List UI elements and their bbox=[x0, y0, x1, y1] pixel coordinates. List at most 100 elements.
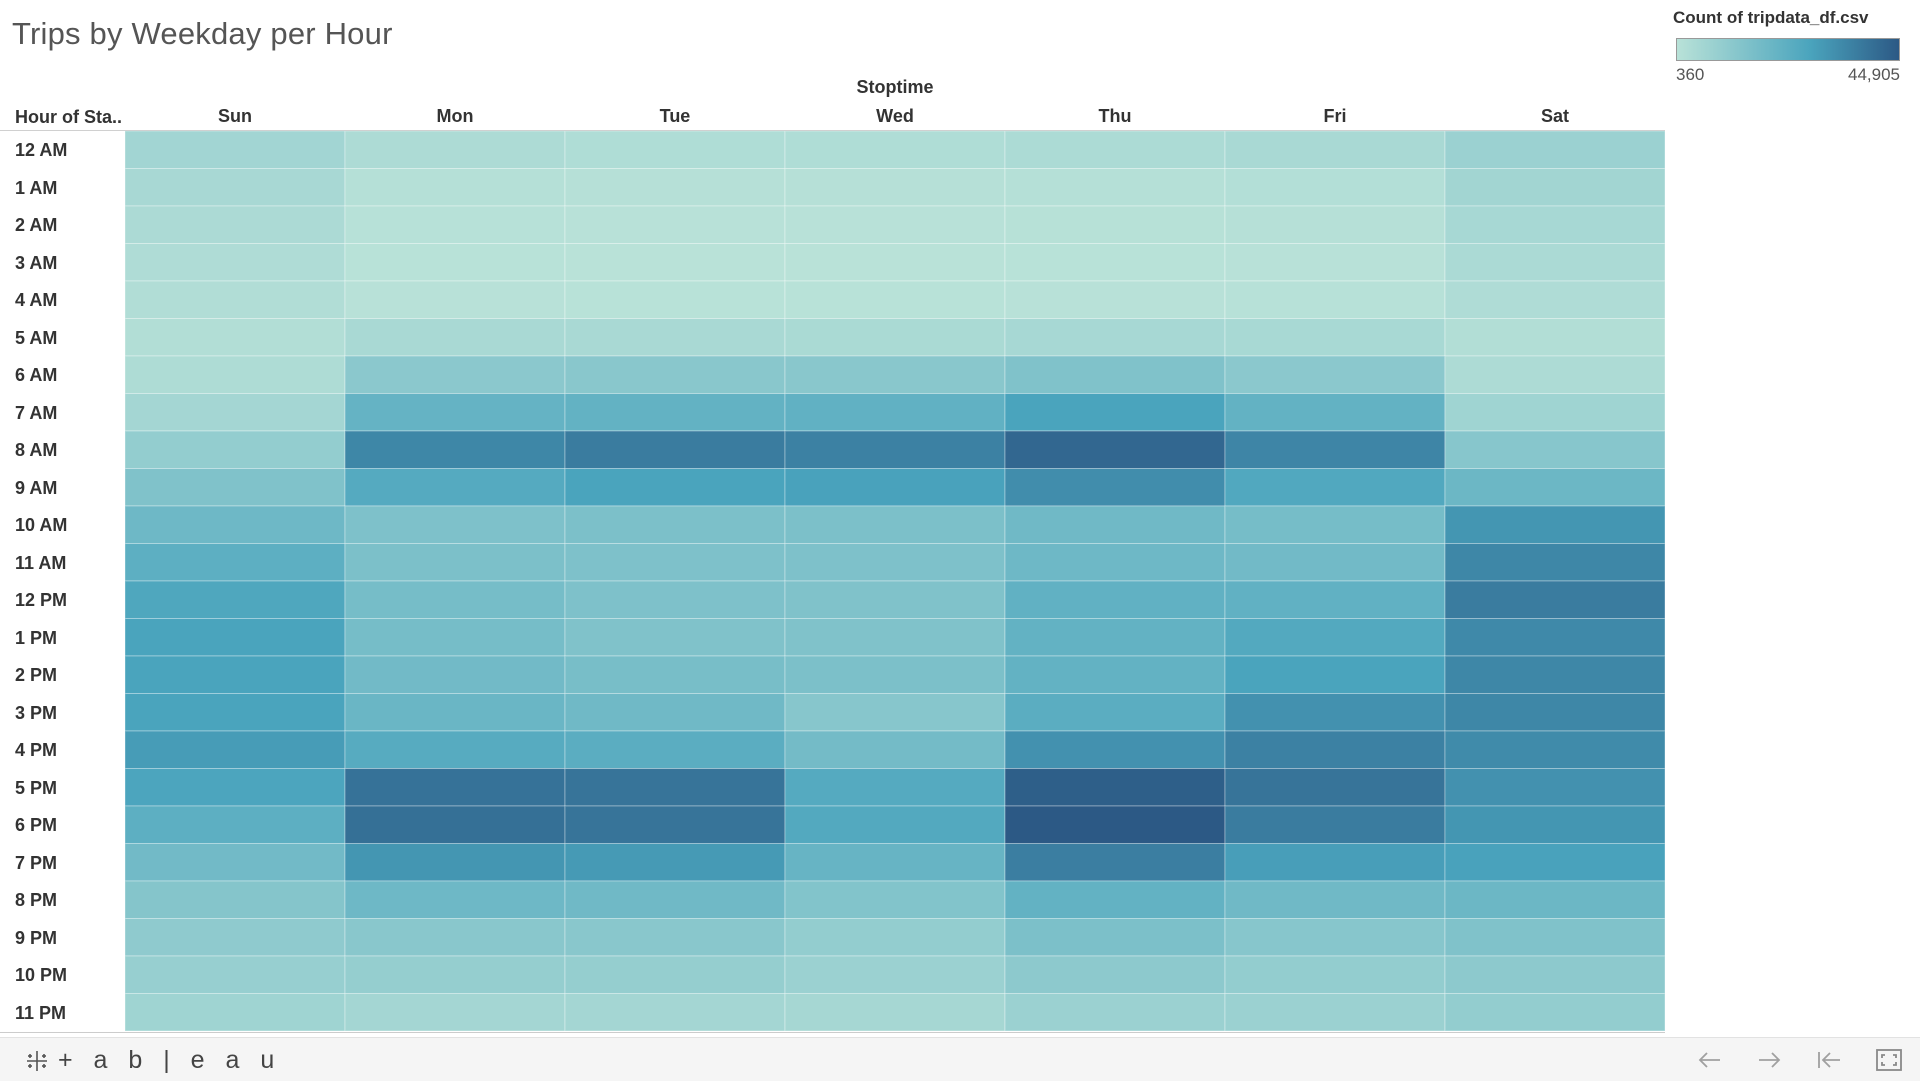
column-header-fri[interactable]: Fri bbox=[1323, 106, 1347, 126]
fullscreen-button[interactable] bbox=[1875, 1047, 1903, 1073]
heatmap-cell[interactable] bbox=[1444, 768, 1665, 807]
heatmap-cell[interactable] bbox=[344, 580, 566, 619]
row-label[interactable]: 11 PM bbox=[15, 1002, 67, 1023]
heatmap-cell[interactable] bbox=[125, 543, 346, 582]
heatmap-cell[interactable] bbox=[1444, 618, 1665, 657]
column-header-wed[interactable]: Wed bbox=[876, 106, 914, 126]
heatmap-cell[interactable] bbox=[1444, 843, 1665, 882]
heatmap-cell[interactable] bbox=[564, 505, 786, 544]
heatmap-cell[interactable] bbox=[1004, 993, 1226, 1032]
heatmap-cell[interactable] bbox=[1444, 993, 1665, 1032]
heatmap-cell[interactable] bbox=[564, 430, 786, 469]
heatmap-cell[interactable] bbox=[564, 843, 786, 882]
heatmap-cell[interactable] bbox=[784, 580, 1006, 619]
heatmap-cell[interactable] bbox=[1004, 693, 1226, 732]
heatmap-cell[interactable] bbox=[564, 805, 786, 844]
heatmap-cell[interactable] bbox=[344, 993, 566, 1032]
heatmap-cell[interactable] bbox=[1004, 468, 1226, 507]
heatmap-cell[interactable] bbox=[1004, 430, 1226, 469]
row-label[interactable]: 7 AM bbox=[15, 402, 58, 423]
heatmap-cell[interactable] bbox=[784, 205, 1006, 244]
heatmap-cell[interactable] bbox=[1224, 505, 1446, 544]
heatmap-cell[interactable] bbox=[1444, 505, 1665, 544]
heatmap-cell[interactable] bbox=[1004, 505, 1226, 544]
heatmap-cell[interactable] bbox=[784, 693, 1006, 732]
row-label[interactable]: 4 PM bbox=[15, 740, 58, 760]
column-header-thu[interactable]: Thu bbox=[1098, 106, 1132, 126]
column-header-mon[interactable]: Mon bbox=[436, 106, 474, 126]
heatmap-cell[interactable] bbox=[564, 243, 786, 282]
heatmap-cell[interactable] bbox=[125, 468, 346, 507]
heatmap-cell[interactable] bbox=[784, 430, 1006, 469]
heatmap-cell[interactable] bbox=[1444, 355, 1665, 394]
heatmap-cell[interactable] bbox=[784, 618, 1006, 657]
heatmap-cell[interactable] bbox=[344, 205, 566, 244]
row-label[interactable]: 12 PM bbox=[15, 590, 68, 610]
heatmap-cell[interactable] bbox=[125, 205, 346, 244]
heatmap-cell[interactable] bbox=[125, 880, 346, 919]
heatmap-cell[interactable] bbox=[344, 955, 566, 994]
heatmap-cell[interactable] bbox=[784, 805, 1006, 844]
heatmap-cell[interactable] bbox=[1004, 393, 1226, 432]
heatmap-cell[interactable] bbox=[1004, 618, 1226, 657]
heatmap-cell[interactable] bbox=[1224, 768, 1446, 807]
heatmap-cell[interactable] bbox=[125, 955, 346, 994]
heatmap-cell[interactable] bbox=[1224, 205, 1446, 244]
row-label[interactable]: 10 PM bbox=[15, 965, 68, 985]
row-label[interactable]: 1 AM bbox=[15, 177, 58, 198]
heatmap-cell[interactable] bbox=[1224, 805, 1446, 844]
heatmap-cell[interactable] bbox=[344, 843, 566, 882]
heatmap-cell[interactable] bbox=[1004, 955, 1226, 994]
heatmap-cell[interactable] bbox=[564, 768, 786, 807]
row-label[interactable]: 1 PM bbox=[15, 627, 58, 648]
heatmap-cell[interactable] bbox=[1444, 580, 1665, 619]
heatmap-cell[interactable] bbox=[1224, 543, 1446, 582]
heatmap-cell[interactable] bbox=[125, 280, 346, 319]
heatmap-cell[interactable] bbox=[344, 505, 566, 544]
heatmap-cell[interactable] bbox=[1444, 805, 1665, 844]
heatmap-cell[interactable] bbox=[125, 768, 346, 807]
heatmap-cell[interactable] bbox=[1444, 543, 1665, 582]
heatmap-cell[interactable] bbox=[344, 393, 566, 432]
heatmap-cell[interactable] bbox=[1444, 918, 1665, 957]
heatmap-cell[interactable] bbox=[1004, 168, 1226, 207]
heatmap-cell[interactable] bbox=[784, 280, 1006, 319]
heatmap-cell[interactable] bbox=[125, 355, 346, 394]
heatmap-cell[interactable] bbox=[564, 205, 786, 244]
heatmap-cell[interactable] bbox=[344, 768, 566, 807]
row-label[interactable]: 6 PM bbox=[15, 815, 58, 835]
heatmap-cell[interactable] bbox=[344, 280, 566, 319]
redo-button[interactable] bbox=[1755, 1047, 1783, 1073]
row-label[interactable]: 10 AM bbox=[15, 515, 68, 535]
heatmap-cell[interactable] bbox=[125, 918, 346, 957]
column-header-sat[interactable]: Sat bbox=[1540, 106, 1569, 126]
heatmap-cell[interactable] bbox=[125, 131, 346, 169]
heatmap-cell[interactable] bbox=[784, 955, 1006, 994]
heatmap-cell[interactable] bbox=[564, 918, 786, 957]
heatmap-cell[interactable] bbox=[784, 468, 1006, 507]
heatmap-cell[interactable] bbox=[784, 730, 1006, 769]
heatmap-cell[interactable] bbox=[784, 393, 1006, 432]
row-label[interactable]: 9 PM bbox=[15, 927, 58, 948]
heatmap-cell[interactable] bbox=[1444, 730, 1665, 769]
heatmap-cell[interactable] bbox=[125, 430, 346, 469]
heatmap-cell[interactable] bbox=[564, 655, 786, 694]
heatmap-cell[interactable] bbox=[125, 318, 346, 357]
revert-button[interactable] bbox=[1815, 1047, 1843, 1073]
heatmap-cell[interactable] bbox=[344, 693, 566, 732]
heatmap-cell[interactable] bbox=[1224, 730, 1446, 769]
heatmap-cell[interactable] bbox=[1224, 955, 1446, 994]
heatmap-cell[interactable] bbox=[344, 543, 566, 582]
column-header-tue[interactable]: Tue bbox=[659, 106, 691, 126]
heatmap-cell[interactable] bbox=[564, 880, 786, 919]
row-label[interactable]: 4 AM bbox=[15, 290, 58, 310]
heatmap-cell[interactable] bbox=[1004, 243, 1226, 282]
heatmap-cell[interactable] bbox=[1444, 955, 1665, 994]
heatmap-cell[interactable] bbox=[1224, 580, 1446, 619]
heatmap-cell[interactable] bbox=[564, 280, 786, 319]
heatmap-cell[interactable] bbox=[1224, 993, 1446, 1032]
heatmap-cell[interactable] bbox=[784, 505, 1006, 544]
undo-button[interactable] bbox=[1696, 1047, 1724, 1073]
heatmap-cell[interactable] bbox=[125, 655, 346, 694]
heatmap-cell[interactable] bbox=[1004, 580, 1226, 619]
